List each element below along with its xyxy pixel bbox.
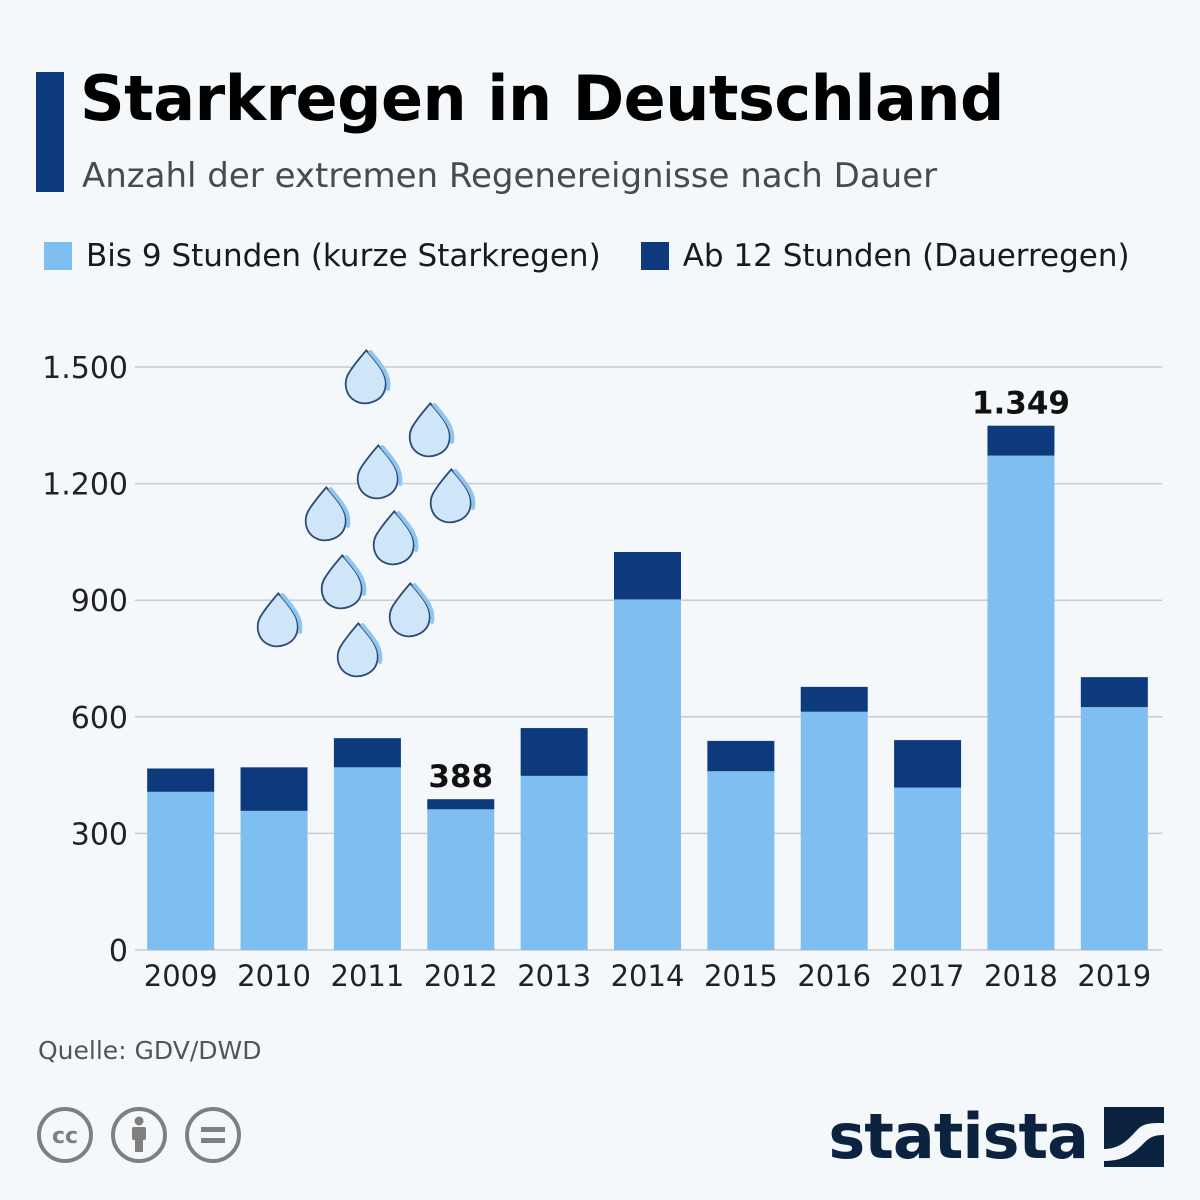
x-tick-label: 2017 [891, 959, 965, 993]
y-tick-label: 1.500 [42, 351, 128, 386]
bar-long [520, 728, 588, 776]
x-tick-label: 2013 [517, 959, 591, 993]
bar-chart: 0 300 600 900 1.200 1.500 2009 2010 2011 2012 388… [42, 346, 1162, 993]
raindrop-icon [369, 507, 420, 568]
legend-label-short: Bis 9 Stunden (kurze Starkregen) [86, 238, 601, 274]
x-tick-label: 2018 [984, 959, 1058, 993]
bar-short [1080, 707, 1148, 950]
x-tick-label: 2016 [797, 959, 871, 993]
bar-long [894, 740, 962, 788]
no-derivatives-icon [185, 1107, 241, 1163]
y-tick-label: 0 [109, 934, 128, 969]
bar-long [1080, 677, 1148, 708]
bar-short [240, 810, 308, 950]
bar-short [333, 767, 401, 950]
raindrop-icon [385, 579, 436, 640]
legend-swatch-long [640, 242, 669, 270]
y-tick-label: 900 [71, 584, 128, 619]
raindrop-icon [301, 483, 352, 544]
statista-logo-icon [1104, 1106, 1164, 1167]
source-note: Quelle: GDV/DWD [38, 1036, 262, 1065]
x-tick-label: 2015 [704, 959, 778, 993]
raindrop-icon [333, 619, 384, 680]
x-tick-label: 2011 [331, 959, 405, 993]
bar-long [427, 799, 495, 810]
bar-short [987, 455, 1055, 950]
bar-short [147, 791, 215, 950]
attribution-icon [111, 1107, 167, 1163]
raindrop-icon [353, 441, 404, 502]
bar-long [707, 740, 775, 772]
bar-short [707, 771, 775, 950]
bar-long [614, 552, 681, 600]
bar-short [614, 599, 681, 950]
y-tick-label: 300 [71, 817, 128, 852]
raindrop-icon [405, 399, 456, 460]
legend-item-long: Ab 12 Stunden (Dauerregen) [640, 238, 1130, 274]
bar-long [333, 738, 401, 768]
bar-short [427, 809, 495, 950]
chart-subtitle: Anzahl der extremen Regenereignisse nach… [82, 156, 938, 196]
brand-wordmark: statista [828, 1100, 1089, 1173]
bar-long [147, 768, 215, 792]
bar-short [520, 775, 588, 950]
bar-long [240, 767, 308, 811]
raindrop-icon [317, 551, 368, 612]
svg-text:cc: cc [52, 1124, 78, 1149]
chart-title: Starkregen in Deutschland [80, 62, 1004, 135]
raindrops-illustration [253, 346, 477, 680]
bar-short [800, 711, 868, 950]
data-label: 1.349 [972, 386, 1070, 422]
x-tick-label: 2009 [144, 959, 218, 993]
bar-short [894, 787, 962, 950]
license-icons: cc [36, 1106, 258, 1164]
title-accent-bar [36, 72, 64, 192]
x-tick-label: 2014 [611, 959, 685, 993]
x-tick-label: 2019 [1077, 959, 1151, 993]
legend-swatch-short [44, 242, 72, 270]
x-tick-label: 2012 [424, 959, 498, 993]
bar-long [987, 425, 1055, 456]
x-tick-label: 2010 [237, 959, 311, 993]
y-tick-label: 600 [71, 701, 128, 736]
y-tick-label: 1.200 [42, 468, 128, 503]
legend-label-long: Ab 12 Stunden (Dauerregen) [682, 238, 1130, 274]
raindrop-icon [426, 465, 477, 526]
raindrop-icon [341, 346, 392, 407]
bars-layer [147, 425, 1148, 950]
statista-logo: statista [828, 1100, 1164, 1173]
legend: Bis 9 Stunden (kurze Starkregen) Ab 12 S… [44, 238, 1170, 274]
data-label: 388 [428, 759, 493, 795]
labels-layer: 2009 2010 2011 2012 388 2013 2014 2015 2016 2017 2… [144, 386, 1151, 993]
legend-item-short: Bis 9 Stunden (kurze Starkregen) [44, 238, 601, 274]
cc-icon: cc [37, 1107, 93, 1163]
bar-long [800, 686, 868, 712]
